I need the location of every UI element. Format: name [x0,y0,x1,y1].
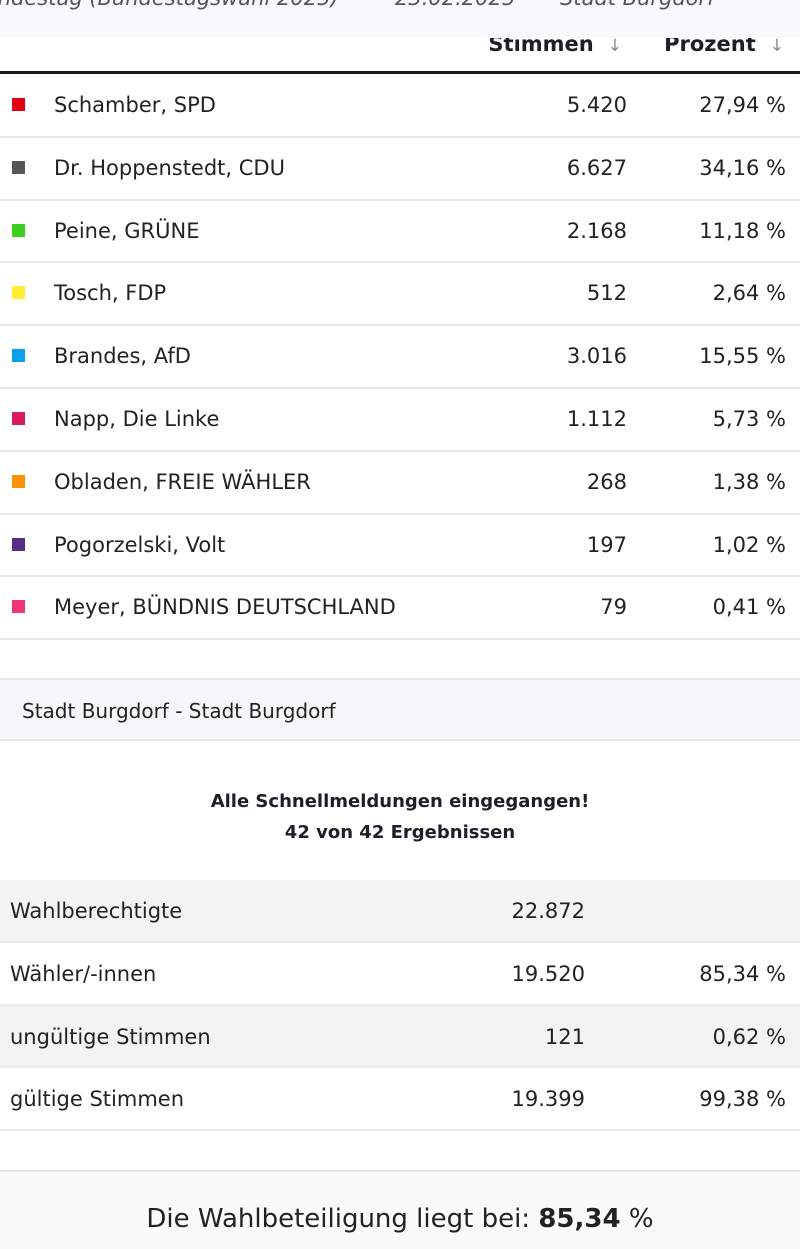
stat-percent: 85,34 % [699,961,786,986]
table-row: Napp, Die Linke 1.112 5,73 % [0,389,800,452]
candidate-percent: 5,73 % [712,406,786,431]
candidate-percent: 1,02 % [712,532,786,557]
sort-arrow-icon: ↓ [769,36,784,56]
stat-label: gültige Stimmen [10,1087,185,1112]
candidate-votes: 6.627 [566,155,627,180]
candidate-name: Dr. Hoppenstedt, CDU [54,155,285,180]
table-row: Pogorzelski, Volt 197 1,02 % [0,515,800,578]
candidate-name: Peine, GRÜNE [54,218,200,243]
turnout-prefix: Die Wahlbeteiligung liegt bei: [146,1204,539,1234]
stat-percent: 0,62 % [712,1024,786,1049]
candidate-percent: 0,41 % [712,595,786,620]
candidate-results-table: Schamber, SPD 5.420 27,94 % Dr. Hoppenst… [0,75,800,641]
turnout-stats-table: Wahlberechtigte 22.872 Wähler/-innen 19.… [0,880,800,1132]
stat-percent: 99,38 % [699,1087,786,1112]
candidate-name: Tosch, FDP [54,281,167,306]
breadcrumb-date: 23.02.2025 [395,0,515,10]
sort-arrow-icon: ↓ [607,36,622,56]
party-color-icon [12,160,25,174]
district-header[interactable]: Stadt Burgdorf - Stadt Burgdorf [0,678,800,741]
party-color-icon [12,286,25,300]
table-row: ungültige Stimmen 121 0,62 % [0,1005,800,1069]
stat-value: 121 [544,1024,585,1049]
turnout-suffix: % [620,1204,654,1234]
candidate-percent: 15,55 % [699,344,786,369]
stat-value: 22.872 [511,899,585,923]
party-color-icon [12,411,25,425]
party-color-icon [12,537,25,551]
candidate-name: Pogorzelski, Volt [54,532,226,557]
breadcrumb-area[interactable]: Stadt Burgdorf [560,0,715,10]
table-row: Obladen, FREIE WÄHLER 268 1,38 % [0,452,800,515]
table-row: Wahlberechtigte 22.872 [0,880,800,943]
candidate-percent: 2,64 % [712,281,786,306]
candidate-votes: 3.016 [566,344,627,369]
table-row: Peine, GRÜNE 2.168 11,18 % [0,201,800,264]
candidate-name: Brandes, AfD [54,344,191,369]
candidate-name: Schamber, SPD [54,93,216,117]
turnout-summary: Die Wahlbeteiligung liegt bei: 85,34 % [0,1170,800,1249]
table-row: Dr. Hoppenstedt, CDU 6.627 34,16 % [0,138,800,201]
turnout-value: 85,34 [538,1204,621,1234]
stat-label: Wahlberechtigte [10,899,183,923]
candidate-votes: 5.420 [566,93,627,117]
candidate-name: Napp, Die Linke [54,406,220,431]
table-row: Tosch, FDP 512 2,64 % [0,263,800,327]
results-count: 42 von 42 Ergebnissen [284,822,516,843]
candidate-votes: 2.168 [566,218,627,243]
turnout-line: Die Wahlbeteiligung liegt bei: 85,34 % [0,1204,800,1234]
stat-value: 19.399 [511,1087,585,1112]
candidate-votes: 1.112 [566,406,627,431]
stat-value: 19.520 [511,961,585,986]
table-row: Brandes, AfD 3.016 15,55 % [0,326,800,389]
candidate-percent: 1,38 % [712,469,786,494]
candidate-votes: 197 [586,532,627,557]
table-row: Meyer, BÜNDNIS DEUTSCHLAND 79 0,41 % [0,577,800,641]
candidate-percent: 11,18 % [699,218,786,243]
district-title: Stadt Burgdorf - Stadt Burgdorf [22,699,336,723]
candidate-name: Obladen, FREIE WÄHLER [54,469,311,494]
party-color-icon [12,223,25,237]
status-message: Alle Schnellmeldungen eingegangen! [210,791,590,812]
table-row: Schamber, SPD 5.420 27,94 % [0,75,800,138]
party-color-icon [12,98,25,111]
party-color-icon [12,600,25,614]
stat-label: Wähler/-innen [10,961,157,986]
candidate-votes: 268 [586,469,627,494]
candidate-name: Meyer, BÜNDNIS DEUTSCHLAND [54,595,396,620]
breadcrumb-bar: Bundestag (Bundestagswahl 2025) 23.02.20… [0,0,800,38]
candidate-percent: 34,16 % [699,155,786,180]
party-color-icon [12,349,25,363]
stat-label: ungültige Stimmen [10,1024,211,1049]
table-row: gültige Stimmen 19.399 99,38 % [0,1068,800,1132]
breadcrumb-election[interactable]: Bundestag (Bundestagswahl 2025) [0,0,339,10]
candidate-percent: 27,94 % [699,93,786,117]
party-color-icon [12,474,25,488]
table-row: Wähler/-innen 19.520 85,34 % [0,943,800,1006]
reporting-status: Alle Schnellmeldungen eingegangen! 42 vo… [0,786,800,848]
candidate-votes: 79 [600,595,627,620]
candidate-votes: 512 [586,281,627,306]
